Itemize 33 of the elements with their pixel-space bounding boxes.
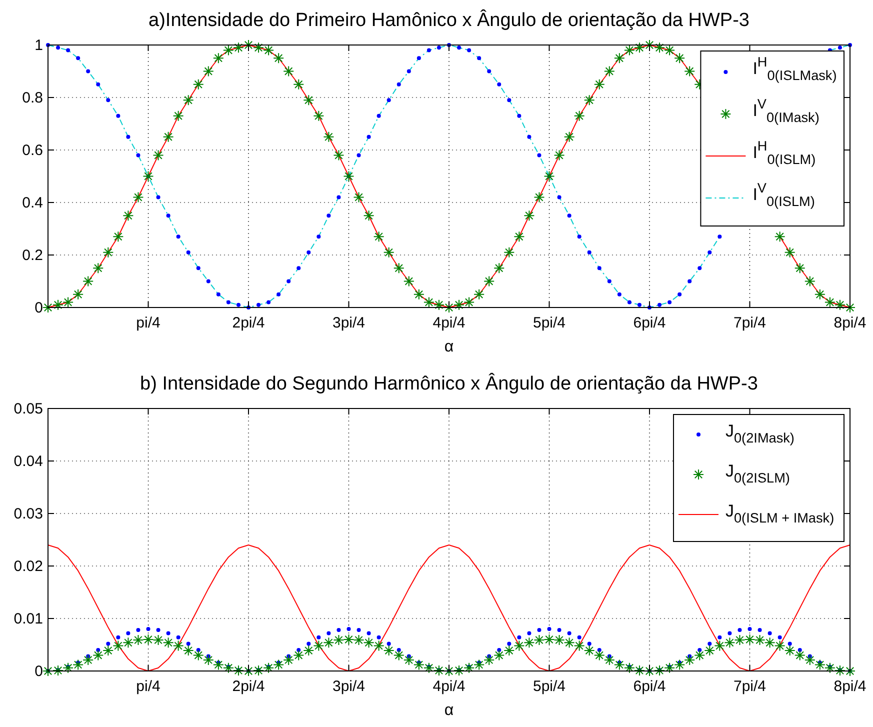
x-tick-label: 6pi/4 [633, 678, 666, 695]
y-tick-label: 0.05 [14, 400, 43, 418]
y-tick-label: 0.4 [22, 194, 43, 212]
x-tick-label: 2pi/4 [232, 314, 265, 332]
y-tick-label: 0.03 [14, 506, 43, 522]
x-tick-label: 3pi/4 [332, 678, 366, 695]
y-tick-label: 0 [34, 663, 43, 680]
y-tick-label: 0.01 [14, 610, 43, 628]
x-tick-label: 4pi/4 [432, 314, 466, 332]
y-tick-label: 0.02 [14, 558, 43, 575]
x-axis-title: α [444, 702, 454, 719]
y-tick-label: 0 [34, 300, 43, 316]
x-tick-label: 8pi/4 [834, 314, 866, 332]
x-tick-label: 5pi/4 [532, 314, 566, 332]
x-tick-label: pi/4 [136, 678, 160, 695]
y-tick-label: 0.04 [14, 453, 43, 470]
line-series [48, 544, 850, 672]
y-tick-label: 0.8 [22, 90, 43, 106]
x-tick-label: pi/4 [136, 314, 160, 332]
chart-title: a)Intensidade do Primeiro Hamônico x Ângulo de orientação da HWP-3 [148, 9, 750, 31]
x-axis-title: α [444, 338, 454, 356]
y-tick-label: 0.6 [22, 142, 43, 159]
x-tick-label: 4pi/4 [432, 678, 466, 695]
x-tick-label: 7pi/4 [733, 314, 766, 332]
x-tick-label: 7pi/4 [733, 678, 766, 695]
x-tick-label: 5pi/4 [532, 678, 566, 695]
x-tick-label: 2pi/4 [232, 678, 265, 695]
x-tick-label: 6pi/4 [633, 314, 666, 332]
chart-title: b) Intensidade do Segundo Harmônico x Ângulo de orientação da HWP-3 [140, 372, 758, 394]
x-tick-label: 3pi/4 [332, 314, 366, 332]
y-tick-label: 0.2 [22, 247, 43, 264]
x-tick-label: 8pi/4 [834, 678, 866, 695]
y-tick-label: 1 [34, 37, 43, 54]
